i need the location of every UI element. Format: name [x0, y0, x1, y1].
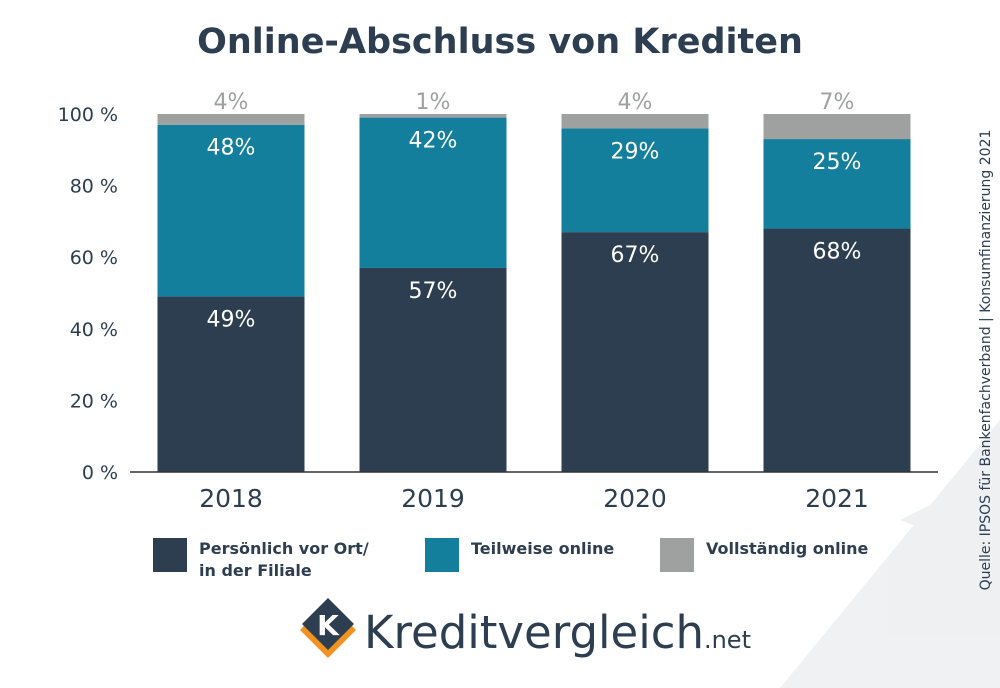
bar-segment-2019-2	[359, 114, 507, 118]
legend-label-persoenlich: Persönlich vor Ort/ in der Filiale	[199, 539, 369, 580]
y-tick-label: 40 %	[70, 319, 118, 341]
bar-segment-2020-1	[561, 128, 709, 233]
bar-segment-2020-0	[561, 232, 709, 472]
chart-title: Online-Abschluss von Krediten	[197, 22, 803, 62]
bar-segment-2018-0	[157, 296, 305, 472]
data-label-2018-0: 49%	[207, 308, 256, 333]
bar-segment-2019-0	[359, 267, 507, 472]
bar-segment-2019-1	[359, 117, 507, 268]
bar-segment-2018-2	[157, 114, 305, 125]
legend-swatch-teilweise	[425, 538, 459, 572]
x-tick-label: 2019	[401, 484, 465, 513]
logo-letter: K	[317, 609, 340, 642]
data-label-2019-0: 57%	[409, 279, 458, 304]
brand-name: Kreditvergleich.net	[364, 606, 751, 659]
source-note: Quelle: IPSOS für Bankenfachverband | Ko…	[978, 129, 994, 591]
brand-name-main: Kreditvergleich	[364, 606, 704, 659]
bar-segment-2021-2	[763, 114, 911, 140]
bar-segment-2018-1	[157, 124, 305, 297]
bar-segment-2021-1	[763, 139, 911, 229]
legend-swatch-vollstaendig	[660, 538, 694, 572]
data-label-2021-0: 68%	[813, 240, 862, 265]
y-tick-label: 0 %	[82, 462, 118, 484]
bar-segment-2021-0	[763, 228, 911, 472]
brand-logo[interactable]: K Kreditvergleich.net	[296, 598, 751, 674]
data-label-2020-2: 4%	[618, 90, 653, 115]
y-tick-label: 80 %	[70, 176, 118, 198]
legend-swatch-persoenlich	[153, 538, 187, 572]
y-tick-label: 20 %	[70, 390, 118, 412]
data-label-2020-1: 29%	[611, 139, 660, 164]
legend-label-teilweise: Teilweise online	[471, 539, 615, 558]
stacked-bar-chart: 0 % 20 % 40 % 60 % 80 % 100 % 49% 48% 4% 2018 57% 4…	[58, 90, 938, 513]
data-label-2021-2: 7%	[820, 90, 855, 115]
data-label-2019-2: 1%	[416, 90, 451, 115]
y-tick-label: 60 %	[70, 247, 118, 269]
legend-label-vollstaendig: Vollständig online	[706, 539, 869, 558]
y-tick-label: 100 %	[58, 104, 118, 126]
legend-item-persoenlich: Persönlich vor Ort/ in der Filiale	[153, 538, 369, 582]
bar-segment-2020-2	[561, 114, 709, 129]
brand-name-suffix: .net	[703, 626, 751, 654]
logo-k-icon: K	[300, 598, 356, 658]
x-tick-label: 2020	[603, 484, 667, 513]
data-label-2018-1: 48%	[207, 136, 256, 161]
data-label-2019-1: 42%	[409, 129, 458, 154]
data-label-2018-2: 4%	[214, 90, 249, 115]
legend-item-teilweise: Teilweise online	[425, 538, 614, 572]
legend: Persönlich vor Ort/ in der Filiale Teilw…	[0, 538, 1000, 588]
x-tick-label: 2018	[199, 484, 263, 513]
legend-item-vollstaendig: Vollständig online	[660, 538, 868, 572]
data-label-2020-0: 67%	[611, 243, 660, 268]
data-label-2021-1: 25%	[813, 150, 862, 175]
x-tick-label: 2021	[805, 484, 869, 513]
